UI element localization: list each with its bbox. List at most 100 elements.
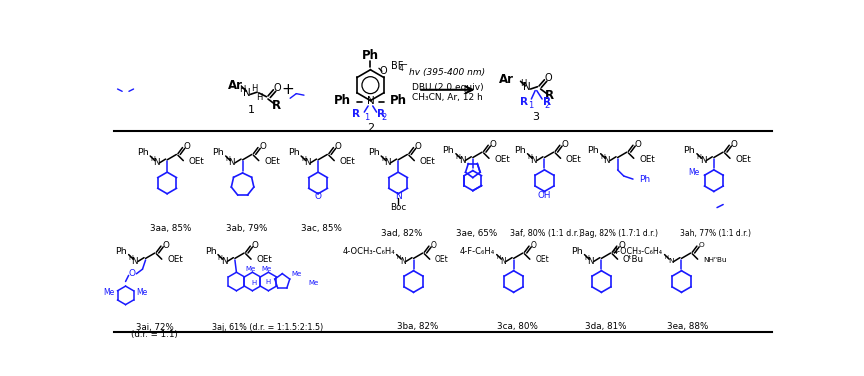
- Text: R: R: [272, 99, 281, 112]
- Text: 3da, 81%: 3da, 81%: [585, 322, 626, 331]
- Text: 4-OCH₃-C₆H₄: 4-OCH₃-C₆H₄: [613, 247, 663, 256]
- Text: 3ac, 85%: 3ac, 85%: [302, 224, 342, 233]
- Text: 3ag, 82% (1.7:1 d.r.): 3ag, 82% (1.7:1 d.r.): [580, 229, 658, 238]
- Text: O: O: [530, 241, 537, 250]
- Text: Me: Me: [261, 266, 271, 272]
- Text: H: H: [527, 154, 532, 160]
- Text: H: H: [301, 156, 306, 162]
- Text: H: H: [218, 255, 223, 261]
- Text: Me: Me: [137, 288, 148, 297]
- Text: 3ad, 82%: 3ad, 82%: [381, 229, 422, 238]
- Text: O: O: [561, 140, 568, 149]
- Text: N: N: [244, 88, 251, 98]
- Text: 2: 2: [367, 123, 374, 132]
- Text: 4-OCH₃-C₆H₄: 4-OCH₃-C₆H₄: [342, 247, 395, 256]
- Text: N: N: [700, 156, 706, 165]
- Text: R: R: [545, 89, 555, 102]
- Text: OEt: OEt: [264, 157, 280, 166]
- Text: H: H: [584, 255, 589, 261]
- Text: H: H: [239, 85, 245, 94]
- Text: Ph: Ph: [639, 174, 651, 183]
- Text: O: O: [334, 142, 341, 151]
- Text: Ph: Ph: [442, 146, 454, 155]
- Text: O: O: [489, 140, 496, 149]
- Text: O: O: [251, 241, 258, 250]
- Text: 3aa, 85%: 3aa, 85%: [150, 224, 192, 233]
- Text: H: H: [150, 156, 155, 162]
- Text: 3ae, 65%: 3ae, 65%: [456, 229, 498, 238]
- Text: N: N: [500, 257, 505, 266]
- Text: H: H: [520, 79, 527, 88]
- Text: N: N: [395, 191, 402, 200]
- Text: 3ah, 77% (1:1 d.r.): 3ah, 77% (1:1 d.r.): [680, 229, 751, 238]
- Text: O: O: [273, 83, 281, 93]
- Text: H: H: [600, 154, 606, 160]
- Text: H: H: [397, 255, 401, 260]
- Text: O: O: [379, 66, 387, 76]
- Text: Ph: Ph: [362, 49, 379, 62]
- Text: N: N: [221, 257, 227, 266]
- Text: Ar: Ar: [228, 79, 243, 92]
- Text: OEt: OEt: [494, 155, 510, 164]
- Text: Ph: Ph: [213, 149, 224, 158]
- Text: −: −: [400, 60, 408, 69]
- Text: R: R: [520, 97, 528, 107]
- Text: 2: 2: [381, 113, 386, 122]
- Text: OEt: OEt: [257, 255, 272, 264]
- Text: OEt: OEt: [340, 157, 355, 166]
- Text: Me: Me: [308, 280, 319, 286]
- Text: N: N: [229, 158, 235, 167]
- Text: 1: 1: [365, 113, 370, 122]
- Text: Me: Me: [689, 168, 700, 177]
- Text: O: O: [162, 241, 169, 250]
- Text: N: N: [304, 158, 310, 167]
- Text: O: O: [314, 191, 321, 200]
- Text: O: O: [730, 140, 737, 149]
- Text: Ph: Ph: [334, 94, 351, 107]
- Text: O: O: [128, 269, 136, 278]
- Text: N: N: [400, 257, 405, 266]
- Text: 1: 1: [528, 101, 533, 110]
- Text: O: O: [618, 241, 625, 250]
- Text: R: R: [353, 109, 360, 120]
- Text: H: H: [251, 280, 257, 287]
- Text: 2: 2: [544, 101, 550, 110]
- Text: H: H: [665, 255, 669, 260]
- Text: H: H: [381, 156, 386, 162]
- Text: Boc: Boc: [390, 203, 406, 212]
- Text: O: O: [544, 73, 552, 83]
- Text: N: N: [459, 156, 466, 165]
- Text: 1: 1: [248, 105, 255, 115]
- Text: N: N: [588, 257, 594, 266]
- Text: Ph: Ph: [368, 149, 379, 158]
- Text: OH: OH: [537, 191, 551, 200]
- Text: OᵗBu: OᵗBu: [623, 255, 644, 264]
- Text: BF: BF: [391, 61, 403, 71]
- Text: 3af, 80% (1:1 d.r.): 3af, 80% (1:1 d.r.): [510, 229, 582, 238]
- Text: O: O: [699, 242, 704, 248]
- Text: 3ea, 88%: 3ea, 88%: [667, 322, 708, 331]
- Text: R: R: [378, 109, 385, 120]
- Text: O: O: [415, 142, 422, 151]
- Text: 3ab, 79%: 3ab, 79%: [226, 224, 267, 233]
- Text: OEt: OEt: [420, 157, 435, 166]
- Text: 3aj, 61% (d.r. = 1:1.5:2:1.5): 3aj, 61% (d.r. = 1:1.5:2:1.5): [212, 323, 323, 332]
- Text: Ph: Ph: [683, 146, 696, 155]
- Text: 3: 3: [532, 112, 539, 122]
- Text: H: H: [251, 84, 257, 93]
- Text: H: H: [257, 93, 263, 102]
- Text: OEt: OEt: [566, 155, 581, 164]
- Text: Ar: Ar: [499, 73, 514, 86]
- Text: Ph: Ph: [205, 247, 216, 256]
- Text: 4-F-C₆H₄: 4-F-C₆H₄: [460, 247, 495, 256]
- Text: N: N: [523, 82, 530, 92]
- Text: Ph: Ph: [588, 146, 599, 155]
- Text: H: H: [266, 279, 271, 285]
- Text: hv (395-400 nm): hv (395-400 nm): [410, 68, 486, 77]
- Text: O: O: [259, 142, 266, 151]
- Text: Me: Me: [245, 266, 255, 272]
- Text: N: N: [384, 158, 391, 167]
- Text: N: N: [153, 158, 160, 167]
- Text: N: N: [668, 258, 673, 264]
- Text: Ph: Ph: [571, 247, 583, 256]
